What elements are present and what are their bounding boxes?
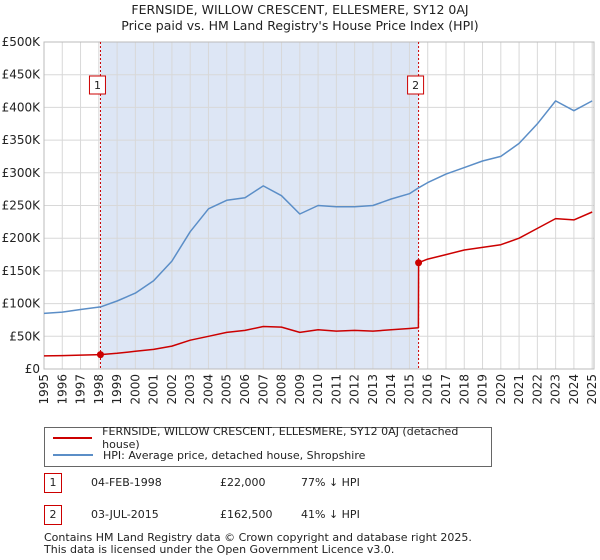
legend-swatch-hpi xyxy=(53,454,93,456)
x-tick-label: 2013 xyxy=(366,374,380,405)
y-tick-label: £400K xyxy=(2,100,42,114)
legend-swatch-property xyxy=(53,437,93,439)
transaction-badge: 1 xyxy=(44,473,62,493)
sale-badge xyxy=(407,75,425,95)
x-tick-label: 2005 xyxy=(220,374,234,405)
property-price-line xyxy=(43,211,593,357)
x-tick-label: 2000 xyxy=(128,374,142,405)
x-tick-label: 2008 xyxy=(275,374,289,405)
y-tick-label: £350K xyxy=(2,133,42,147)
legend-item-hpi: HPI: Average price, detached house, Shro… xyxy=(53,447,365,463)
x-tick-label: 1998 xyxy=(92,374,106,405)
x-tick-label: 2004 xyxy=(201,374,215,405)
x-tick-label: 2017 xyxy=(439,374,453,405)
y-tick-label: £300K xyxy=(2,166,42,180)
footer-license: This data is licensed under the Open Gov… xyxy=(44,543,395,556)
x-tick-label: 2002 xyxy=(165,374,179,405)
x-tick-label: 2012 xyxy=(348,374,362,405)
x-tick-label: 2020 xyxy=(494,374,508,405)
sale-badge xyxy=(88,75,106,95)
x-tick-label: 2024 xyxy=(567,374,581,405)
x-tick-label: 1997 xyxy=(74,374,88,405)
transaction-price: £162,500 xyxy=(220,508,273,521)
legend-label-hpi: HPI: Average price, detached house, Shro… xyxy=(103,448,366,462)
x-tick-label: 2023 xyxy=(549,374,563,405)
y-tick-label: £100K xyxy=(2,297,42,311)
y-tick-label: £150K xyxy=(2,264,42,278)
x-tick-label: 1999 xyxy=(110,374,124,405)
x-tick-label: 2015 xyxy=(402,374,416,405)
y-tick-label: £0 xyxy=(25,362,40,376)
plot-frame xyxy=(43,41,595,370)
x-tick-label: 2007 xyxy=(256,374,270,405)
transaction-hpi-diff: 41% ↓ HPI xyxy=(301,508,360,521)
x-tick-label: 2021 xyxy=(512,374,526,405)
x-tick-label: 2022 xyxy=(530,374,544,405)
transaction-price: £22,000 xyxy=(220,476,266,489)
x-tick-label: 2011 xyxy=(329,374,343,405)
x-tick-label: 2018 xyxy=(457,374,471,405)
transaction-hpi-diff: 77% ↓ HPI xyxy=(301,476,360,489)
y-tick-label: £200K xyxy=(2,231,42,245)
chart-subtitle: Price paid vs. HM Land Registry's House … xyxy=(121,18,479,33)
x-tick-label: 2014 xyxy=(384,374,398,405)
x-tick-label: 2006 xyxy=(238,374,252,405)
legend-item-property: FERNSIDE, WILLOW CRESCENT, ELLESMERE, SY… xyxy=(53,425,491,451)
y-tick-label: £500K xyxy=(2,35,42,49)
x-tick-label: 1995 xyxy=(37,374,51,405)
transaction-badge: 2 xyxy=(44,505,62,525)
x-tick-label: 1996 xyxy=(55,374,69,405)
x-tick-label: 2009 xyxy=(293,374,307,405)
sale-badge-label: 2 xyxy=(412,79,419,92)
transaction-date: 03-JUL-2015 xyxy=(91,508,159,521)
x-tick-label: 2010 xyxy=(311,374,325,405)
chart-title: FERNSIDE, WILLOW CRESCENT, ELLESMERE, SY… xyxy=(131,2,469,17)
price-chart: £0 £50K £100K £150K £200K £250K £300K £350K £400… xyxy=(2,35,600,405)
x-tick-label: 2019 xyxy=(476,374,490,405)
y-tick-label: £50K xyxy=(9,329,41,343)
transaction-date: 04-FEB-1998 xyxy=(91,476,162,489)
x-tick-label: 2001 xyxy=(147,374,161,405)
x-tick-label: 2003 xyxy=(183,374,197,405)
sale-badge-label: 1 xyxy=(94,79,101,92)
y-tick-label: £250K xyxy=(2,199,42,213)
legend: FERNSIDE, WILLOW CRESCENT, ELLESMERE, SY… xyxy=(44,425,492,467)
hpi-line xyxy=(43,100,593,315)
sale-point xyxy=(96,351,104,359)
y-tick-label: £450K xyxy=(2,68,42,82)
sale-point xyxy=(415,259,423,267)
x-tick-label: 2016 xyxy=(421,374,435,405)
footer-copyright: Contains HM Land Registry data © Crown c… xyxy=(44,531,472,544)
x-tick-label: 2025 xyxy=(585,374,599,405)
legend-label-property: FERNSIDE, WILLOW CRESCENT, ELLESMERE, SY… xyxy=(102,425,459,451)
